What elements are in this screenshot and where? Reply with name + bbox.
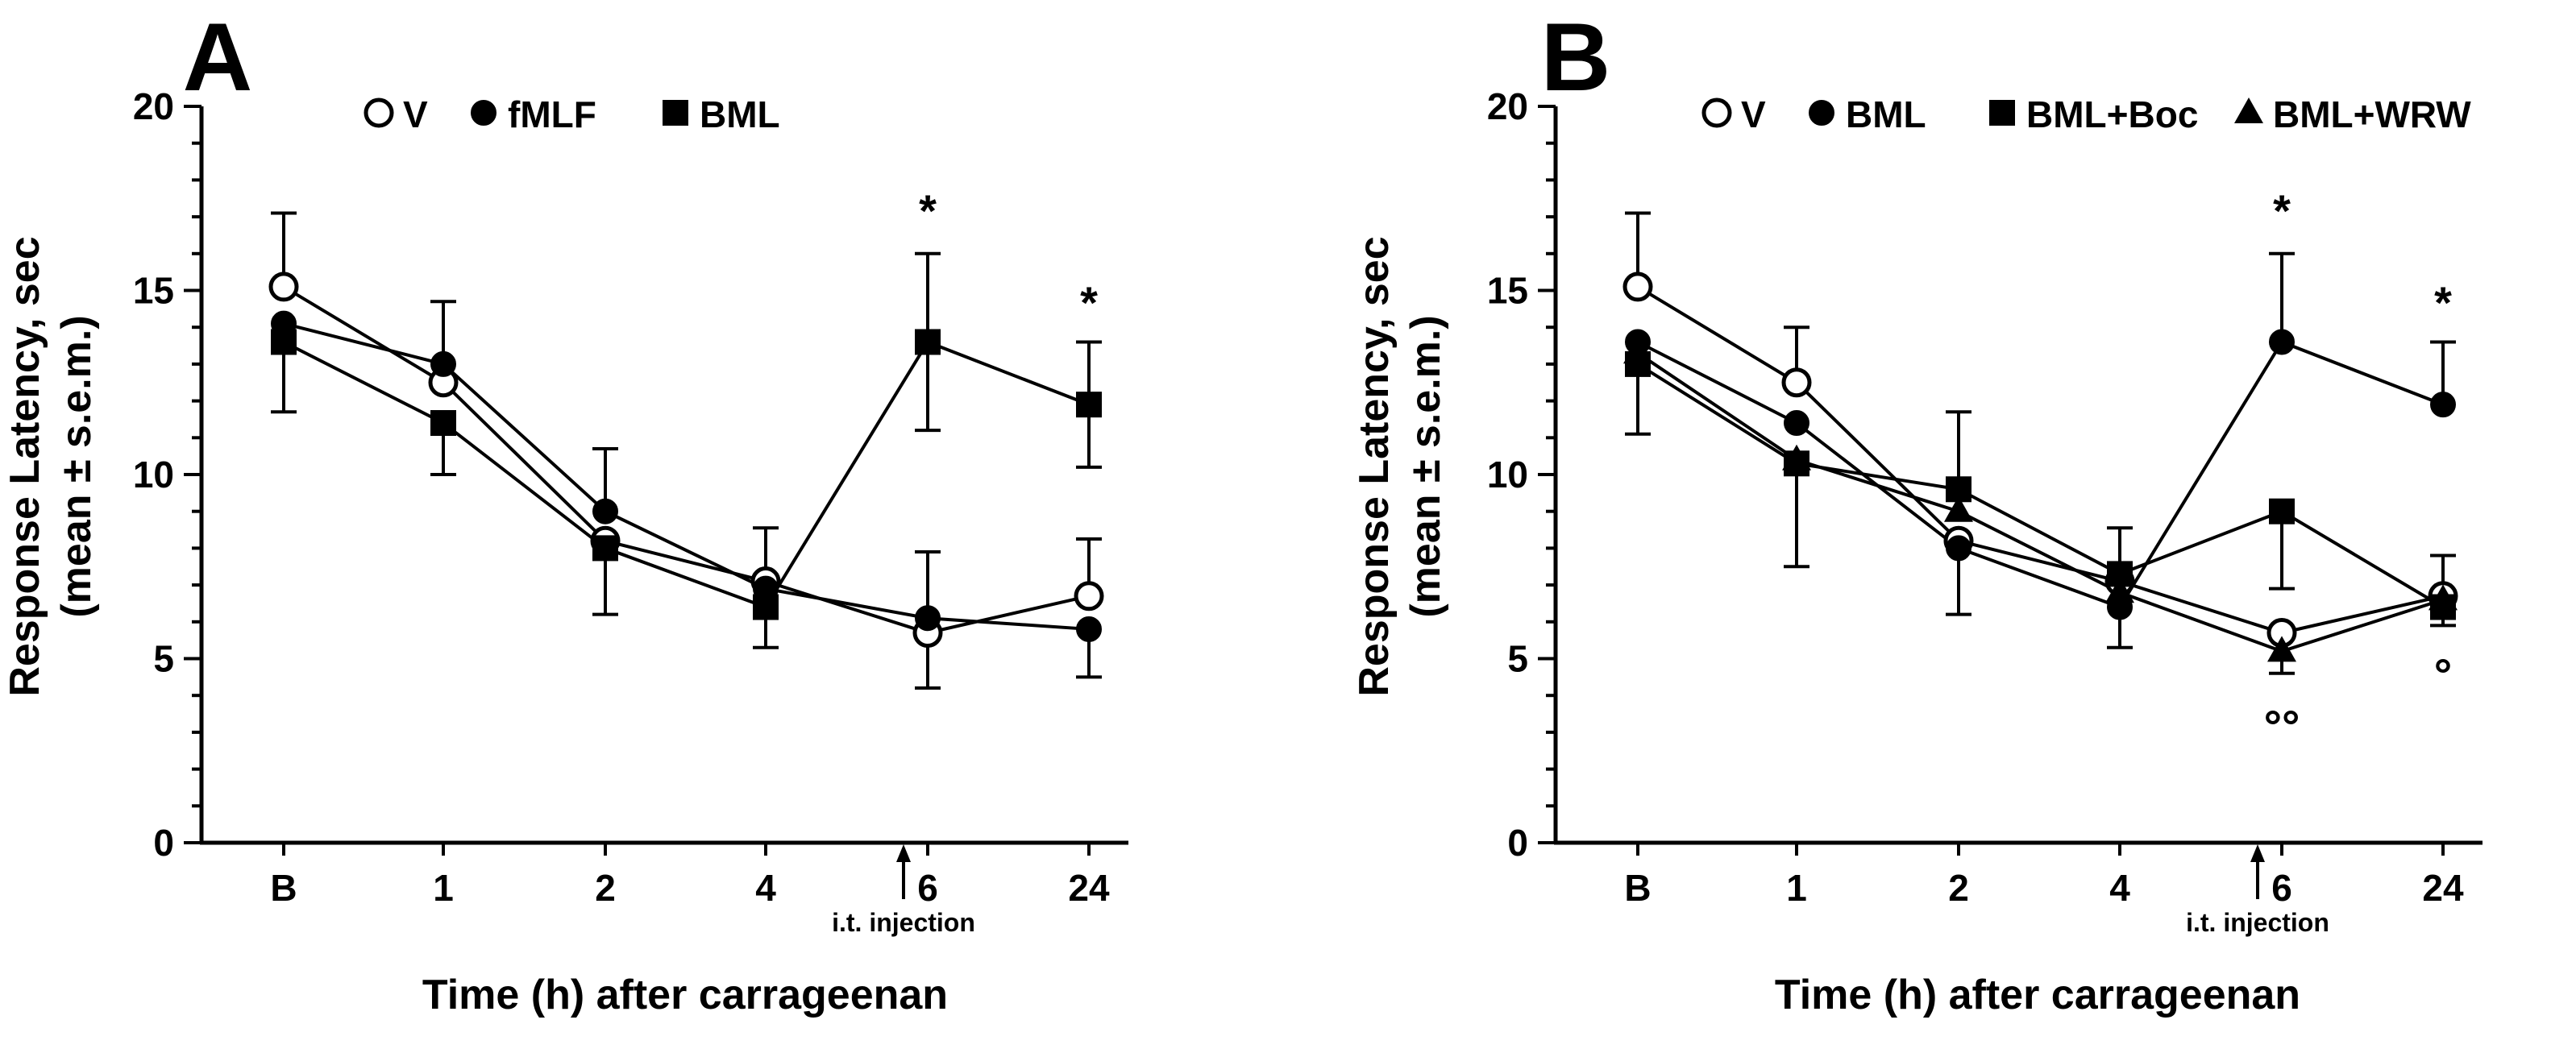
legend-entry: BML [700, 93, 780, 135]
y-tick-label: 20 [133, 85, 174, 127]
injection-arrowhead [2250, 844, 2265, 862]
y-tick-label: 15 [133, 270, 174, 312]
significance-mark: °° [2264, 701, 2300, 752]
data-point [2269, 498, 2295, 524]
y-axis-title-line: (mean ± s.e.m.) [53, 315, 100, 617]
data-point [1784, 410, 1809, 437]
y-tick-label: 0 [1507, 822, 1528, 864]
significance-star: * [2273, 185, 2291, 236]
significance-star: * [919, 185, 937, 236]
legend-marker-filled-circle [1809, 100, 1834, 126]
legend-marker-filled-square [1989, 100, 2015, 126]
series-line [283, 321, 1090, 631]
data-point [1946, 535, 1971, 562]
data-point [2269, 329, 2295, 355]
x-tick-label: 6 [917, 867, 938, 909]
panel-letter: A [183, 3, 253, 111]
data-point [430, 350, 456, 377]
x-tick-label: 2 [595, 867, 616, 909]
data-point [1782, 444, 1811, 471]
data-point [2267, 636, 2296, 662]
data-point [430, 410, 456, 437]
data-point [1623, 338, 1652, 364]
data-point [1622, 272, 1653, 302]
series-line [1636, 285, 2444, 635]
legend-marker-filled-triangle [2234, 97, 2263, 123]
y-tick-label: 10 [1487, 454, 1528, 495]
injection-arrowhead [896, 844, 911, 862]
x-tick-label: 4 [2109, 867, 2130, 909]
series-line [283, 340, 1090, 609]
legend-marker-open-circle [364, 97, 394, 128]
y-tick-label: 10 [133, 454, 174, 495]
data-point [1076, 392, 1102, 418]
y-axis-title: Response Latency, sec (mean ± s.e.m.) [2, 236, 100, 696]
y-tick-label: 0 [153, 822, 174, 864]
data-point [592, 498, 618, 524]
x-tick-label: 24 [1068, 867, 1110, 909]
data-point [1076, 616, 1102, 642]
injection-label: i.t. injection [2186, 908, 2329, 937]
legend-marker-filled-square [663, 100, 688, 126]
y-axis-title-line: (mean ± s.e.m.) [1402, 315, 1449, 617]
x-tick-label: 1 [1786, 867, 1807, 909]
data-point [1944, 495, 1973, 522]
injection-label: i.t. injection [832, 908, 975, 937]
legend: V BML BML+Boc BML+WRW [1701, 93, 2471, 135]
x-tick-label: 4 [755, 867, 776, 909]
series-line [1636, 351, 2444, 653]
y-tick-label: 5 [153, 638, 174, 680]
x-axis-title: Time (h) after carrageenan [1775, 972, 2300, 1018]
x-tick-label: 1 [433, 867, 454, 909]
legend-entry: BML+Boc [2026, 93, 2198, 135]
x-tick-label: B [1624, 867, 1651, 909]
data-point [915, 329, 941, 355]
data-point [1074, 581, 1104, 611]
data-point [268, 272, 299, 302]
data-point [2429, 584, 2458, 611]
y-axis-title-line: Response Latency, sec [1351, 236, 1398, 696]
y-axis-title-line: Response Latency, sec [2, 236, 48, 696]
x-tick-label: 24 [2422, 867, 2464, 909]
legend-entry: V [403, 93, 428, 135]
data-point [753, 594, 779, 620]
series-line [1636, 363, 2445, 609]
data-point [592, 535, 618, 562]
legend-entry: BML [1846, 93, 1926, 135]
legend-marker-open-circle [1701, 97, 1732, 128]
data-point [2430, 392, 2456, 418]
y-axis-title: Response Latency, sec (mean ± s.e.m.) [1351, 236, 1449, 696]
data-point [915, 605, 941, 632]
x-tick-label: B [270, 867, 297, 909]
y-tick-label: 5 [1507, 638, 1528, 680]
x-tick-label: 2 [1948, 867, 1969, 909]
x-tick-label: 6 [2271, 867, 2292, 909]
legend-entry: fMLF [508, 93, 596, 135]
significance-star: * [2434, 277, 2452, 328]
significance-star: * [1080, 277, 1098, 328]
panel-letter: B [1541, 3, 1611, 111]
series-line [1637, 340, 2444, 609]
legend-entry: BML+WRW [2273, 93, 2471, 135]
series-line [282, 285, 1090, 635]
data-point [271, 329, 297, 355]
legend-entry: V [1741, 93, 1766, 135]
y-tick-label: 20 [1487, 85, 1528, 127]
y-tick-label: 15 [1487, 270, 1528, 312]
x-axis-title: Time (h) after carrageenan [422, 972, 948, 1018]
data-point [1781, 367, 1812, 398]
data-point [2105, 577, 2134, 603]
significance-mark: ° [2434, 649, 2452, 700]
legend-marker-filled-circle [471, 100, 497, 126]
